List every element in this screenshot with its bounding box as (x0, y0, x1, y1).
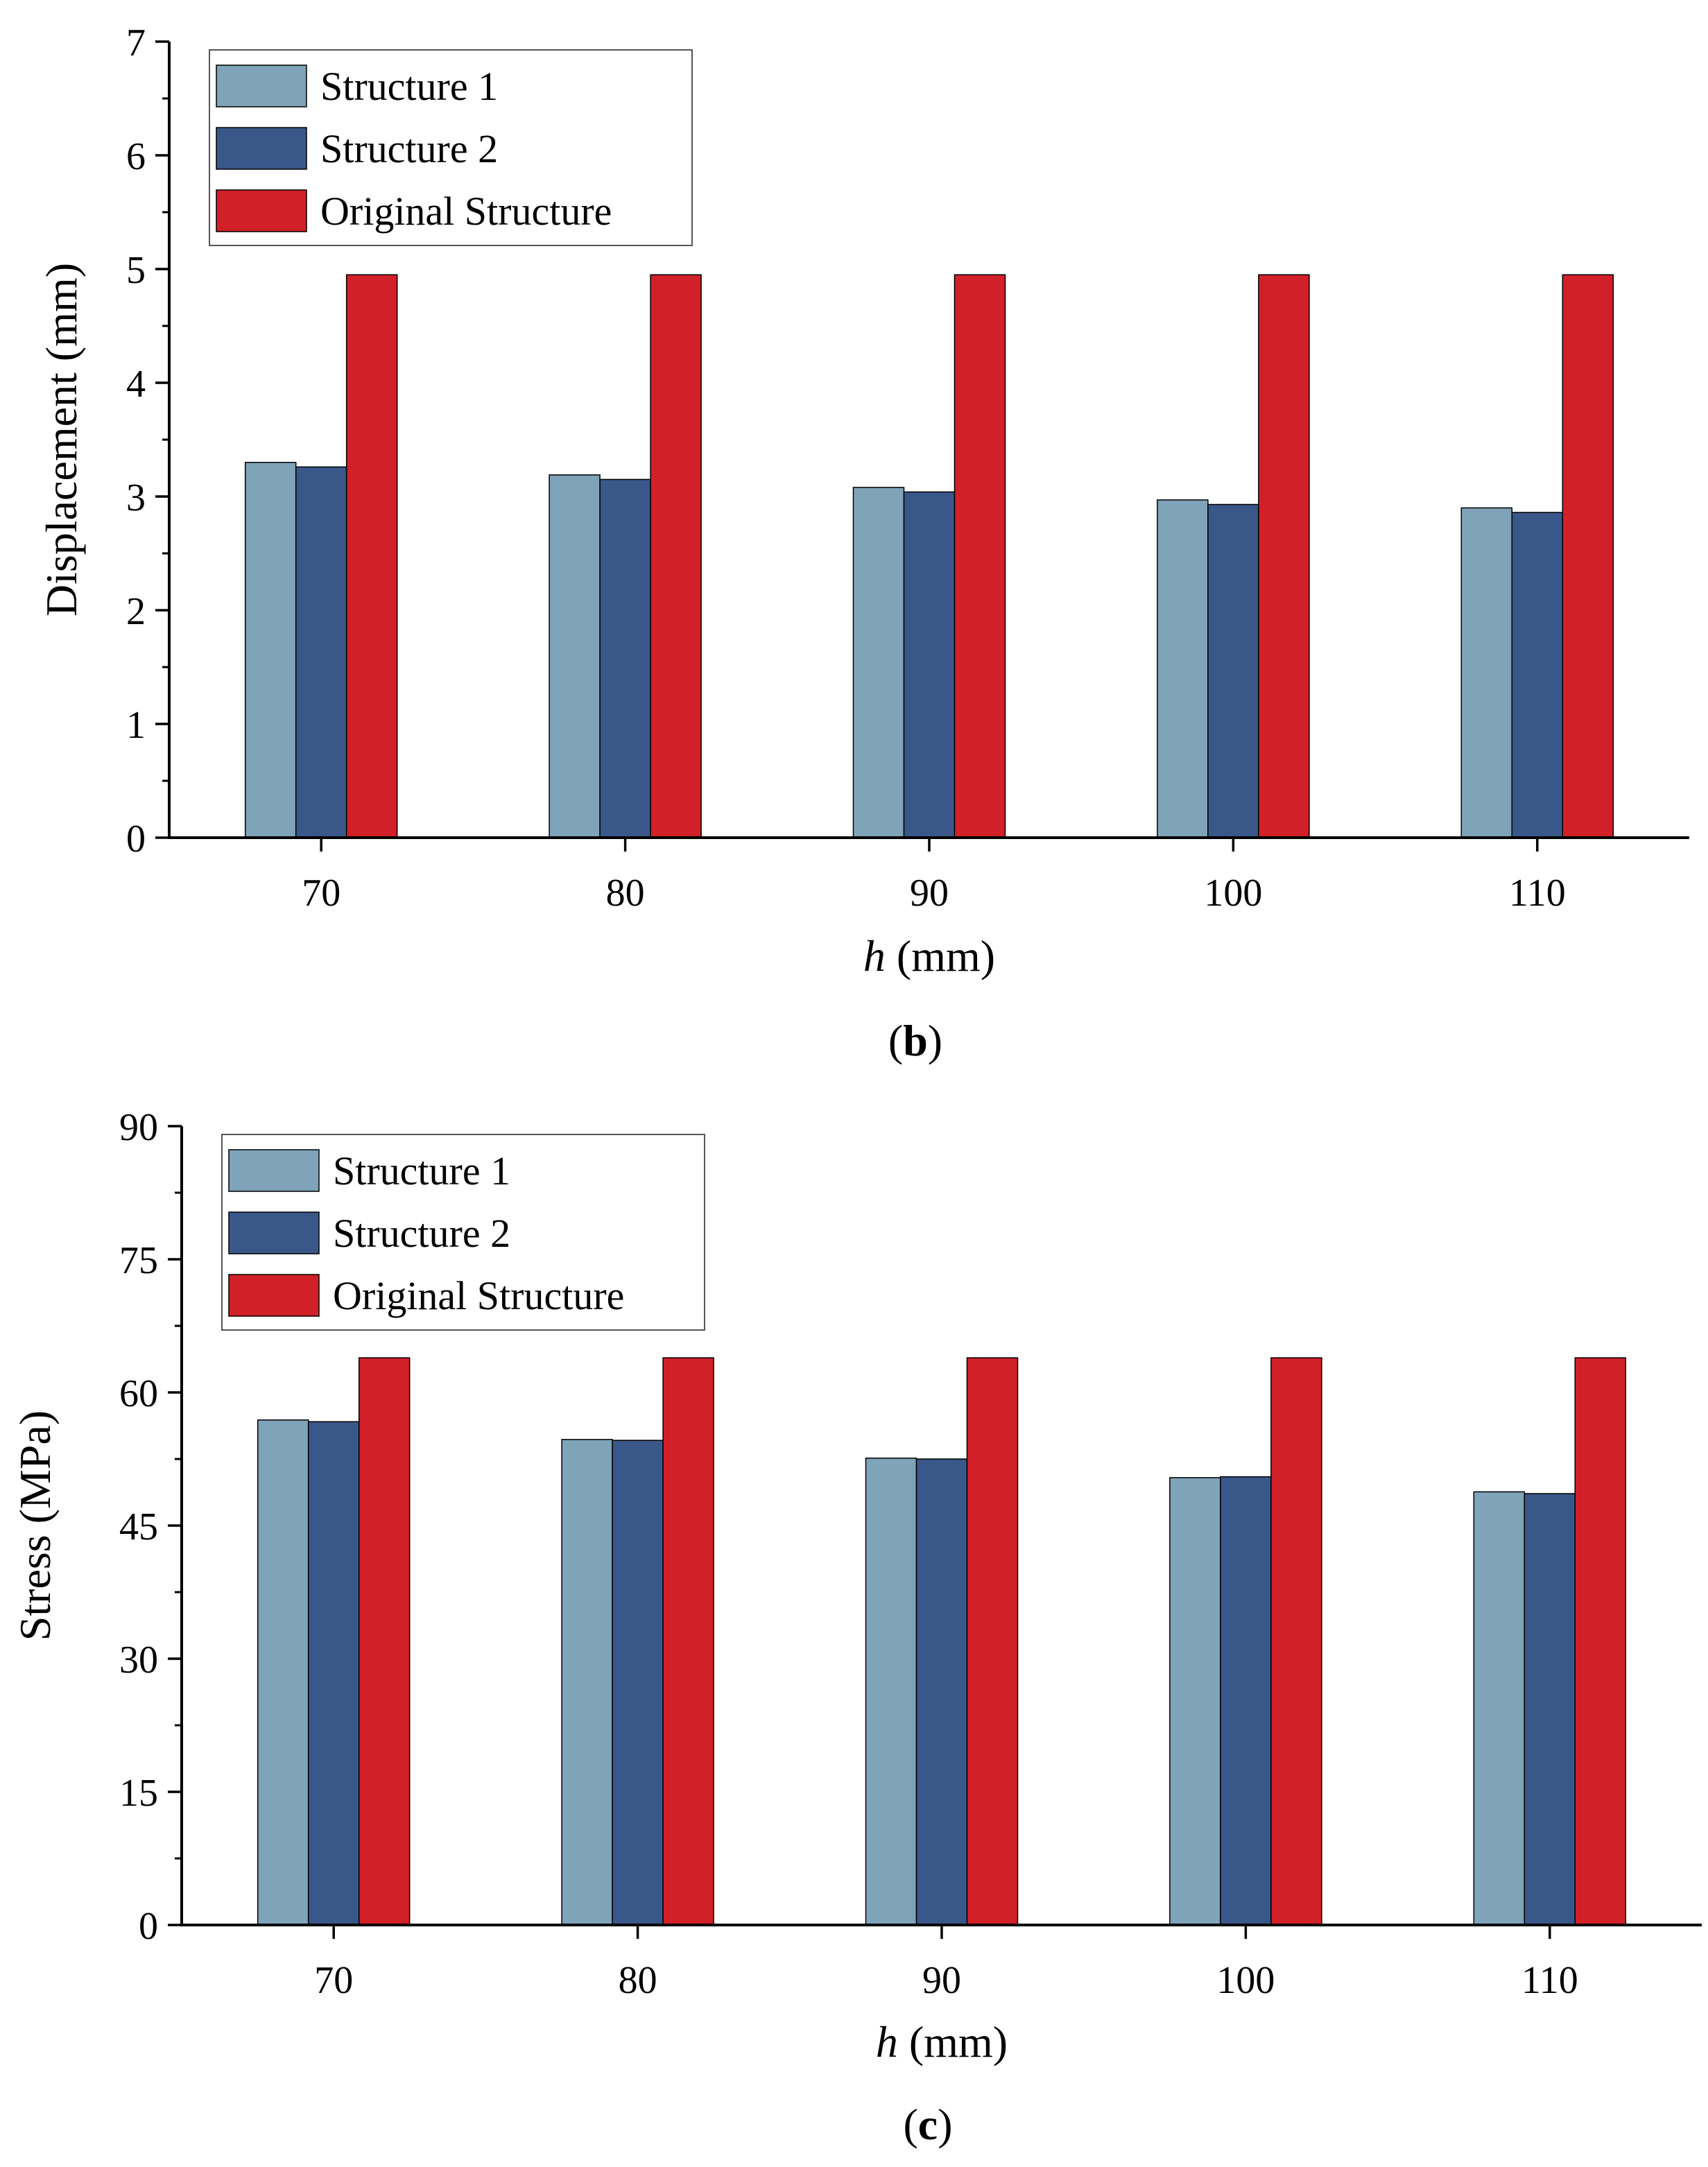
legend-swatch (228, 1211, 320, 1254)
bar-structure-2-70 (295, 466, 347, 838)
x-tick-label: 100 (1216, 1959, 1275, 2002)
y-tick-label: 5 (126, 249, 146, 292)
bar-structure-1-90 (865, 1457, 917, 1926)
x-tick-label: 80 (606, 872, 645, 915)
y-tick-label: 45 (119, 1505, 158, 1548)
y-tick-label: 7 (126, 21, 146, 64)
bar-original-structure-110 (1562, 274, 1614, 838)
bar-structure-1-100 (1157, 499, 1209, 838)
x-axis-label-variable: h (863, 931, 886, 981)
x-axis-label-unit: (mm) (886, 931, 995, 981)
y-tick-label: 15 (119, 1772, 158, 1815)
legend: Structure 1 Structure 2 Original Structure (221, 1134, 705, 1331)
panel-label: (c) (903, 2100, 952, 2149)
bars (244, 274, 1614, 838)
legend-label: Original Structure (320, 189, 612, 234)
bar-structure-2-100 (1220, 1476, 1272, 1926)
x-tick-label: 70 (302, 872, 340, 915)
bar-original-structure-110 (1574, 1357, 1627, 1926)
x-tick-label: 90 (922, 1959, 961, 2002)
legend-label: Structure 1 (333, 1148, 510, 1193)
chart-displacement: 0 1 2 3 4 5 6 7 70 80 90 100 110 h (mm) Displacement (… (37, 21, 1689, 1065)
legend-swatch (228, 1274, 320, 1317)
bar-structure-1-90 (852, 487, 905, 838)
bars (257, 1357, 1627, 1926)
x-axis-label-unit: (mm) (898, 2017, 1008, 2066)
bar-structure-1-100 (1169, 1477, 1221, 1926)
y-tick-label: 3 (126, 476, 146, 519)
bar-original-structure-80 (662, 1357, 714, 1926)
bar-structure-1-80 (549, 474, 601, 838)
bar-structure-1-70 (257, 1419, 309, 1926)
bar-structure-1-110 (1460, 507, 1513, 838)
bar-structure-2-90 (903, 491, 956, 838)
x-axis-label-variable: h (876, 2017, 898, 2066)
legend-swatch (216, 64, 307, 107)
bar-structure-2-100 (1207, 503, 1259, 838)
bar-original-structure-80 (650, 274, 702, 838)
x-tick-label: 90 (910, 872, 949, 915)
bar-original-structure-90 (966, 1357, 1019, 1926)
bar-original-structure-70 (345, 274, 398, 838)
y-tick-label: 90 (119, 1106, 158, 1149)
bar-original-structure-90 (954, 274, 1006, 838)
y-tick-label: 60 (119, 1372, 158, 1415)
y-axis-label: Stress (MPa) (10, 1410, 60, 1641)
y-tick-label: 30 (119, 1639, 158, 1682)
legend-label: Structure 1 (320, 64, 498, 109)
bar-structure-2-80 (612, 1440, 664, 1926)
legend: Structure 1 Structure 2 Original Structure (209, 49, 693, 246)
bar-original-structure-100 (1270, 1357, 1322, 1926)
legend-label: Structure 2 (333, 1211, 510, 1256)
chart-stress: 0 15 30 45 60 75 90 70 80 90 100 110 h (mm) Stress (M… (10, 1106, 1702, 2149)
x-tick-label: 110 (1509, 872, 1566, 915)
bar-original-structure-70 (358, 1357, 411, 1926)
bar-structure-2-80 (599, 478, 651, 838)
bar-structure-1-80 (561, 1439, 613, 1926)
bar-original-structure-100 (1258, 274, 1310, 838)
legend-label: Structure 2 (320, 126, 498, 171)
panel-label-letter: c (918, 2100, 938, 2149)
x-tick-label: 110 (1521, 1959, 1578, 2002)
y-tick-label: 1 (126, 704, 146, 747)
bar-structure-1-70 (244, 462, 297, 838)
x-tick-label: 100 (1204, 872, 1262, 915)
y-axis-label: Displacement (mm) (37, 263, 86, 616)
bar-structure-1-110 (1473, 1491, 1526, 1926)
y-tick-label: 0 (126, 818, 146, 861)
bar-structure-2-110 (1511, 512, 1564, 838)
y-tick-label: 2 (126, 590, 146, 633)
y-tick-label: 4 (126, 363, 146, 406)
x-axis-label: h (mm) (863, 931, 995, 981)
legend-swatch (228, 1149, 320, 1192)
legend-swatch (216, 189, 307, 232)
panel-label: (b) (888, 1016, 942, 1065)
y-tick-label: 0 (139, 1905, 158, 1948)
bar-structure-2-110 (1524, 1493, 1576, 1926)
legend-label: Original Structure (333, 1273, 624, 1318)
x-tick-label: 70 (314, 1959, 353, 2002)
x-axis-label: h (mm) (876, 2017, 1008, 2066)
bar-structure-2-90 (915, 1458, 968, 1926)
bar-structure-2-70 (307, 1421, 360, 1926)
panel-label-letter: b (903, 1016, 928, 1065)
y-tick-label: 75 (119, 1239, 158, 1282)
y-tick-label: 6 (126, 135, 146, 178)
x-tick-label: 80 (619, 1959, 657, 2002)
legend-swatch (216, 127, 307, 170)
